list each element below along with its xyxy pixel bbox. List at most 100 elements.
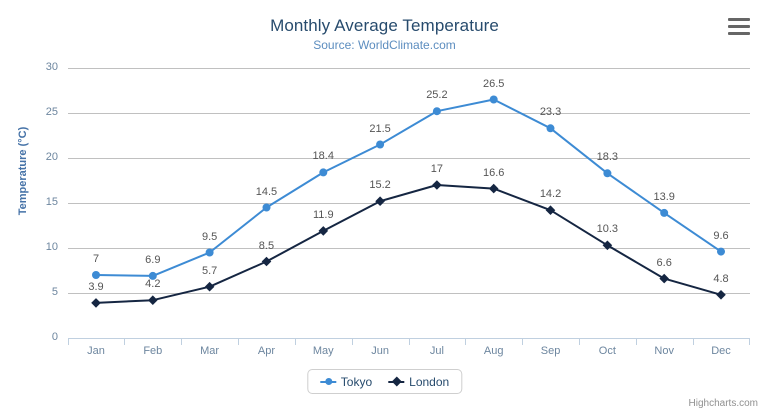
data-label: 26.5 [483,77,505,90]
series-point-london[interactable] [488,183,499,194]
chart-legend: Tokyo London [306,369,463,394]
legend-marker-diamond-icon [388,376,405,387]
x-axis-tick-label: Oct [598,345,616,357]
credits-link[interactable]: Highcharts.com [688,398,758,409]
x-axis-tick-label: Feb [143,345,163,357]
data-label: 6.9 [145,253,161,266]
data-label: 14.5 [255,185,278,198]
gridline [68,293,750,294]
x-axis-tick-label: May [312,345,334,357]
legend-label: London [409,374,450,389]
y-axis-tick-label: 15 [45,196,58,208]
data-label: 21.5 [369,122,391,135]
series-point-london[interactable] [261,256,272,267]
x-axis-tick [352,339,353,345]
x-axis-tick-label: Jan [87,345,105,357]
series-point-tokyo[interactable] [376,140,385,149]
y-axis-tick-label: 10 [45,241,58,253]
gridline [68,68,750,69]
x-axis-tick-label: Dec [711,345,731,357]
series-line-tokyo [95,98,722,277]
gridline [68,113,750,114]
x-axis-tick [636,339,637,345]
data-label: 14.2 [539,188,562,201]
legend-label: Tokyo [340,374,373,389]
series-point-tokyo[interactable] [262,203,271,212]
data-label: 8.5 [258,239,275,252]
data-label: 4.8 [713,272,729,285]
series-point-tokyo[interactable] [319,168,328,177]
x-axis-tick [465,339,466,345]
data-label: 9.6 [713,229,729,242]
series-point-tokyo[interactable] [205,248,214,257]
x-axis-tick [579,339,580,345]
series-point-tokyo[interactable] [546,124,555,133]
x-axis-tick-label: Jun [371,345,389,357]
data-label: 16.6 [483,166,505,179]
data-label: 4.2 [145,278,161,291]
data-label: 11.9 [312,208,334,221]
x-axis-tick [522,339,523,345]
series-point-london[interactable] [545,205,556,216]
data-label: 9.5 [201,230,218,243]
data-label: 25.2 [426,89,448,102]
data-label: 7 [92,253,100,265]
x-axis-tick [181,339,182,345]
x-axis-tick-label: Mar [200,345,220,357]
data-label: 10.3 [596,223,619,236]
x-axis-tick [749,339,750,345]
data-label: 15.2 [369,179,391,192]
series-point-london[interactable] [659,273,670,284]
x-axis-tick [238,339,239,345]
hamburger-bar [728,18,750,21]
x-axis-tick-label: Sep [540,345,561,357]
x-axis-tick-label: Jul [429,345,444,357]
data-label: 5.7 [201,264,218,277]
x-axis-line [68,338,750,339]
x-axis-tick [409,339,410,345]
series-point-london[interactable] [318,226,329,236]
legend-item-tokyo[interactable]: Tokyo [319,374,373,389]
series-point-tokyo[interactable] [489,95,498,104]
y-axis-tick-label: 25 [45,106,58,118]
chart-title: Monthly Average Temperature [270,16,499,35]
series-point-tokyo[interactable] [92,271,100,279]
y-axis-title: Temperature (°C) [17,126,29,216]
series-point-london[interactable] [147,295,158,306]
legend-item-london[interactable]: London [388,375,449,389]
series-point-tokyo[interactable] [432,107,441,116]
gridline [68,158,750,159]
x-axis-tick-label: Nov [654,345,674,357]
series-point-tokyo[interactable] [603,169,612,178]
data-label: 23.3 [539,106,562,119]
x-axis-tick [124,339,125,345]
data-label: 17 [430,163,444,175]
chart-subtitle: Source: WorldClimate.com [313,38,456,52]
series-point-london[interactable] [716,289,726,300]
series-point-tokyo[interactable] [660,208,669,217]
y-axis-tick-label: 30 [45,61,58,73]
legend-marker-circle-icon [319,377,336,387]
y-axis-tick-label: 0 [51,331,58,343]
series-point-london[interactable] [432,180,442,190]
x-axis-tick-label: Aug [483,345,504,357]
hamburger-menu-icon[interactable] [728,18,750,36]
hamburger-bar [728,32,750,35]
series-point-london[interactable] [375,196,385,207]
x-axis-tick-label: Apr [257,345,276,357]
data-label: 18.3 [596,151,619,164]
y-axis-tick-label: 5 [51,286,58,298]
x-axis-tick [68,339,69,345]
data-label: 6.6 [656,256,672,269]
data-label: 13.9 [653,190,675,203]
hamburger-bar [728,25,750,28]
data-label: 18.4 [312,150,334,163]
gridline [68,203,750,204]
gridline [68,248,750,249]
series-point-london[interactable] [204,281,215,292]
y-axis-tick-label: 20 [45,151,58,163]
x-axis-tick [295,339,296,345]
x-axis-tick [693,339,694,345]
series-point-london[interactable] [91,298,101,308]
